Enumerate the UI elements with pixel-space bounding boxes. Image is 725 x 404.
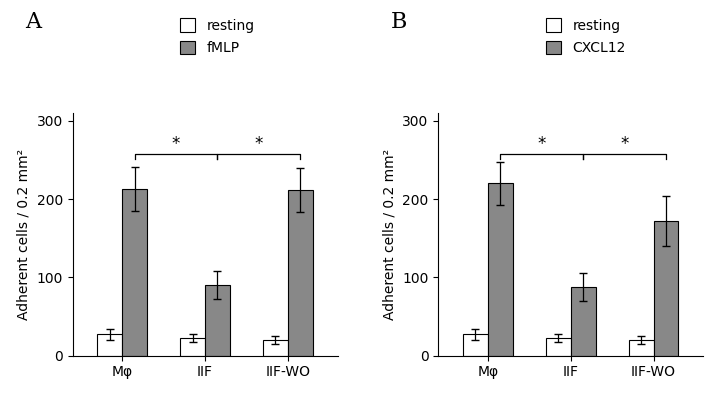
Bar bbox=[546, 338, 571, 356]
Y-axis label: Adherent cells / 0.2 mm²: Adherent cells / 0.2 mm² bbox=[17, 149, 31, 320]
Bar bbox=[629, 340, 653, 356]
Y-axis label: Adherent cells / 0.2 mm²: Adherent cells / 0.2 mm² bbox=[383, 149, 397, 320]
Bar bbox=[488, 183, 513, 356]
Bar bbox=[97, 335, 123, 356]
Bar bbox=[181, 338, 205, 356]
Legend: resting, fMLP: resting, fMLP bbox=[180, 18, 254, 55]
Text: *: * bbox=[172, 135, 181, 153]
Bar bbox=[263, 340, 288, 356]
Text: B: B bbox=[391, 11, 407, 33]
Bar bbox=[571, 287, 595, 356]
Text: *: * bbox=[537, 135, 546, 153]
Text: *: * bbox=[254, 135, 263, 153]
Bar bbox=[205, 285, 230, 356]
Bar bbox=[288, 190, 312, 356]
Text: A: A bbox=[25, 11, 41, 33]
Text: *: * bbox=[621, 135, 629, 153]
Legend: resting, CXCL12: resting, CXCL12 bbox=[546, 18, 626, 55]
Bar bbox=[653, 221, 679, 356]
Bar bbox=[463, 335, 488, 356]
Bar bbox=[123, 189, 147, 356]
